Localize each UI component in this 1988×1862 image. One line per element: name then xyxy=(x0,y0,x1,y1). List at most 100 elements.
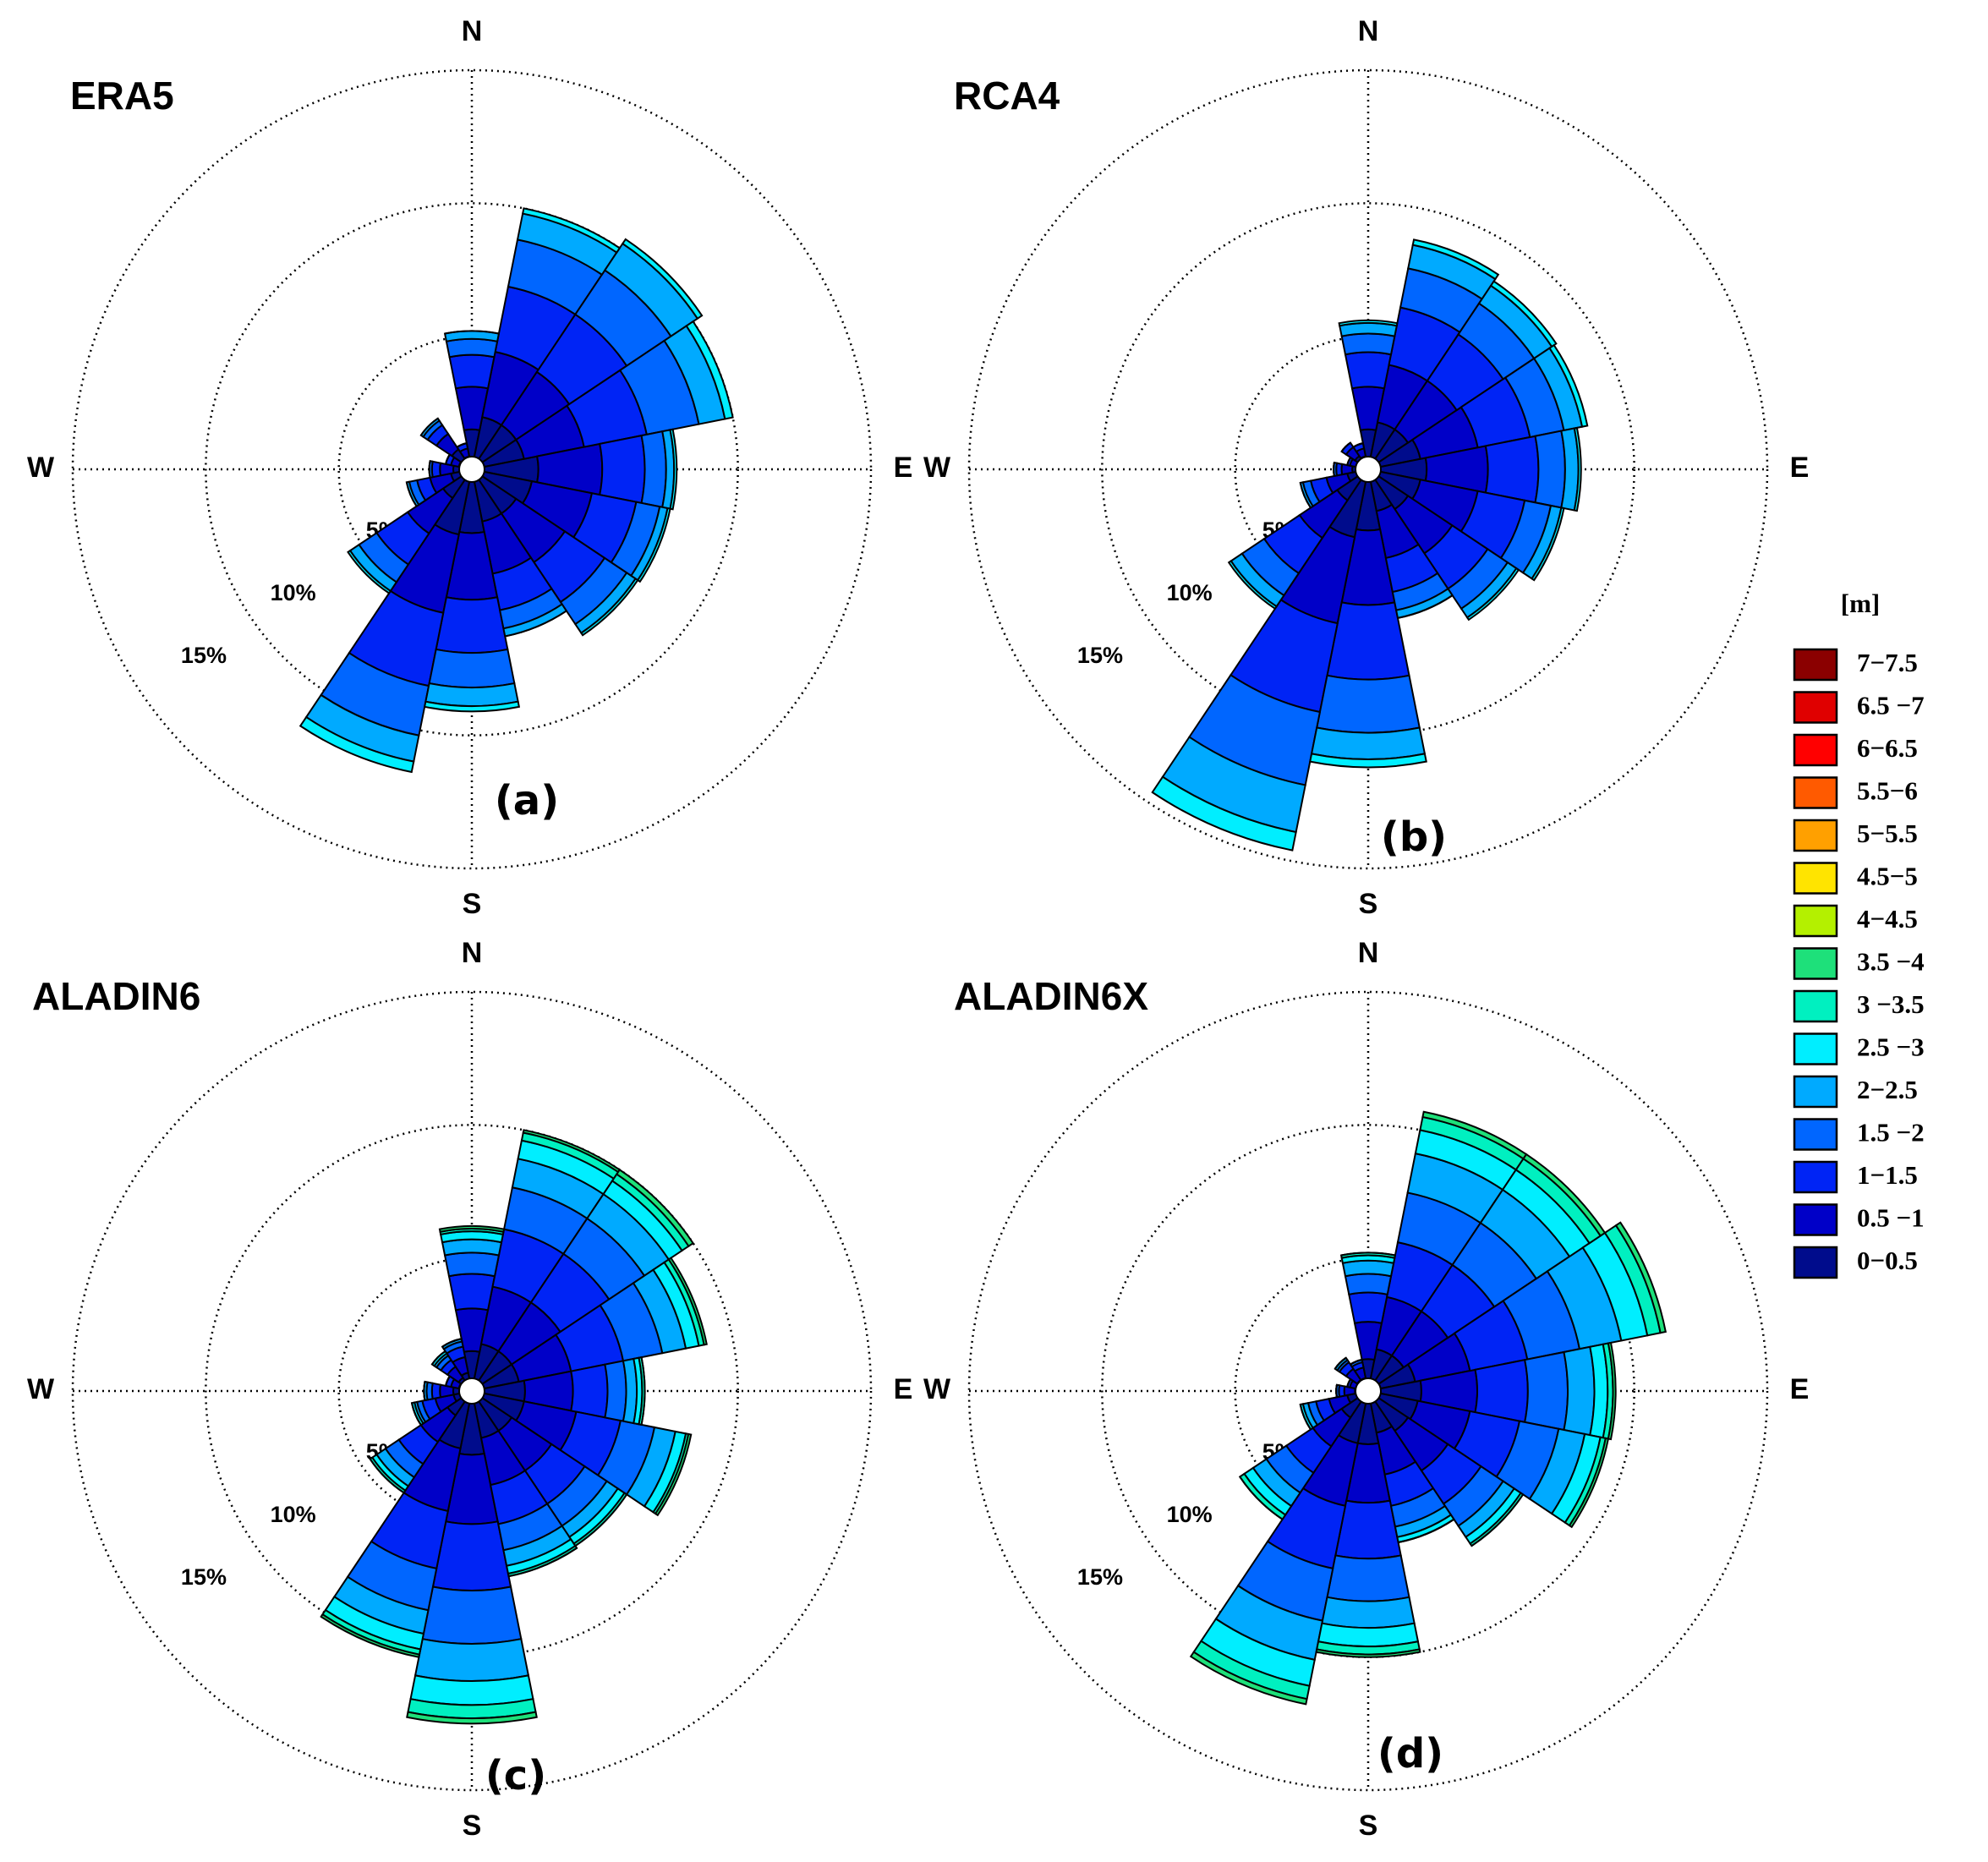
legend-label: 2−2.5 xyxy=(1857,1075,1918,1104)
bar-segment xyxy=(369,1458,405,1494)
legend-swatch xyxy=(1793,862,1838,895)
grid-ring xyxy=(967,990,1769,1792)
legend-label: 2.5 −3 xyxy=(1857,1032,1925,1062)
bar-segment xyxy=(521,207,622,254)
direction-label: S xyxy=(1359,1810,1378,1842)
grid-ring xyxy=(205,1124,739,1658)
bar-segment xyxy=(1352,442,1364,448)
bar-segment xyxy=(435,596,509,654)
r-tick-label: 15% xyxy=(181,1564,227,1590)
bar-segment xyxy=(1534,430,1566,509)
bar-segment xyxy=(1465,567,1520,622)
direction-label: N xyxy=(1358,937,1379,969)
r-tick-label: 10% xyxy=(1167,1502,1213,1527)
bar-segment xyxy=(347,549,392,594)
legend-swatch xyxy=(1793,691,1838,724)
legend-label: 1.5 −2 xyxy=(1857,1118,1925,1147)
legend-label: 5.5−6 xyxy=(1857,776,1918,806)
bar-segment xyxy=(443,1251,501,1278)
direction-label: S xyxy=(1359,888,1378,920)
bar-segment xyxy=(411,1402,422,1426)
r-tick-label: 15% xyxy=(1077,1564,1123,1590)
r-tick-label: 15% xyxy=(1077,643,1123,668)
bar-segment xyxy=(1411,238,1500,281)
legend-label: 6−6.5 xyxy=(1857,733,1918,763)
direction-label: S xyxy=(463,1810,482,1842)
grid-ring xyxy=(1101,1124,1635,1658)
bar-segment xyxy=(1321,1596,1416,1629)
legend-label: 5−5.5 xyxy=(1857,819,1918,848)
bar-segment xyxy=(320,1613,421,1658)
legend-swatch xyxy=(1793,776,1838,809)
bar-segment xyxy=(1398,1518,1454,1543)
bar-segment xyxy=(1189,1651,1308,1706)
legend-swatch xyxy=(1793,648,1838,682)
panel-label: (a) xyxy=(495,777,559,824)
bar-segment xyxy=(1348,1291,1388,1324)
bar-segment xyxy=(1350,1358,1362,1366)
legend-swatch xyxy=(1793,733,1838,767)
chart-title: ERA5 xyxy=(70,74,174,118)
bar-segment xyxy=(445,337,499,359)
bar-segment xyxy=(1340,441,1351,452)
legend-label: 1−1.5 xyxy=(1857,1160,1918,1190)
bar-segment xyxy=(1344,351,1393,390)
bar-segment xyxy=(685,320,734,420)
bar-segment xyxy=(1568,1437,1610,1529)
bar-segment xyxy=(441,1238,503,1257)
r-tick-label: 10% xyxy=(1167,580,1213,605)
bar-segment xyxy=(1548,343,1589,428)
panel-label: (d) xyxy=(1377,1730,1443,1777)
bar-segment xyxy=(444,330,500,335)
grid-ring xyxy=(71,68,873,870)
bar-segment xyxy=(431,1350,446,1366)
bar-segment xyxy=(1316,674,1421,734)
bar-segment xyxy=(1344,1273,1393,1295)
bar-segment xyxy=(1151,775,1297,852)
bar-segment xyxy=(445,1375,451,1387)
legend-label: 4−4.5 xyxy=(1857,904,1918,934)
bar-segment xyxy=(1484,435,1540,504)
legend-swatch xyxy=(1793,1160,1838,1194)
bar-segment xyxy=(570,1363,609,1419)
bar-segment xyxy=(1573,426,1582,512)
bar-segment xyxy=(1563,1345,1596,1437)
legend-label: 0−0.5 xyxy=(1857,1246,1918,1275)
bar-segment xyxy=(640,430,667,508)
legend-swatch xyxy=(1793,947,1838,980)
bar-segment xyxy=(599,434,646,505)
bar-segment xyxy=(428,648,516,689)
bar-segment xyxy=(579,577,639,637)
bar-segment xyxy=(424,682,519,708)
direction-label: N xyxy=(1358,15,1379,47)
direction-label: W xyxy=(923,452,951,484)
bar-segment xyxy=(604,1360,627,1422)
direction-label: W xyxy=(923,1373,951,1405)
bar-segment xyxy=(448,353,496,390)
bar-segment xyxy=(615,1168,695,1248)
bar-segment xyxy=(1523,1350,1569,1432)
bar-segment xyxy=(423,700,521,713)
bar-segment xyxy=(298,715,415,774)
direction-label: E xyxy=(894,452,913,484)
bar-segment xyxy=(1239,1476,1284,1520)
direction-label: W xyxy=(27,1373,55,1405)
legend-swatch xyxy=(1793,1075,1838,1109)
grid-ring xyxy=(1101,202,1635,737)
bar-segment xyxy=(1309,753,1427,769)
bar-segment xyxy=(1335,1384,1338,1398)
bar-segment xyxy=(1310,726,1427,760)
bar-segment xyxy=(654,1432,693,1517)
direction-label: E xyxy=(1790,452,1810,484)
bar-segment xyxy=(1340,332,1396,356)
legend-label: 3 −3.5 xyxy=(1857,989,1925,1019)
direction-label: N xyxy=(462,937,483,969)
bar-segment xyxy=(1614,1221,1668,1334)
bar-segment xyxy=(421,1585,523,1645)
legend-swatch xyxy=(1793,819,1838,852)
center-hole xyxy=(1355,1377,1382,1405)
